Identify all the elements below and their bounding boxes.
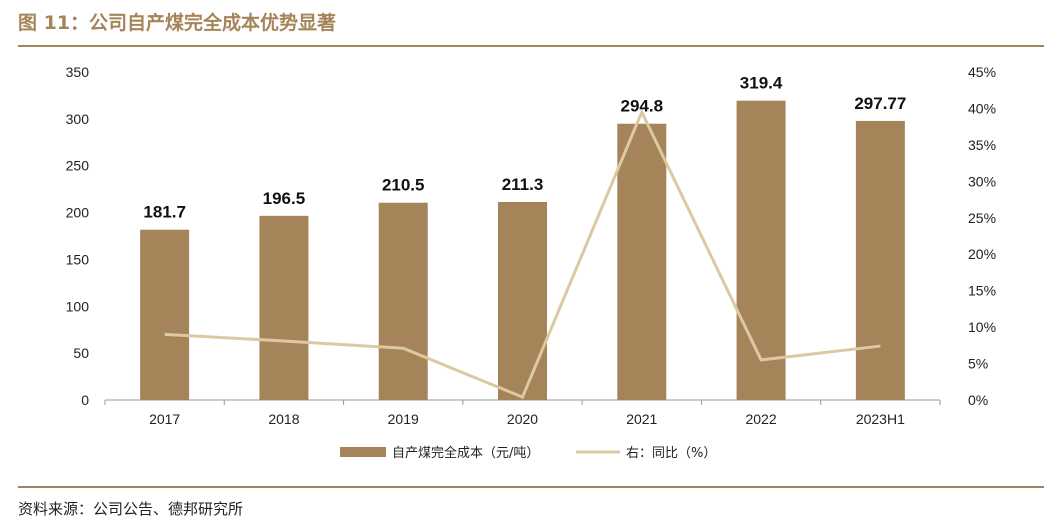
bar-data-label: 297.77 <box>854 94 906 113</box>
x-axis-tick-label: 2019 <box>388 411 419 427</box>
left-axis-tick-label: 50 <box>73 345 89 361</box>
figure-title: 图 11：公司自产煤完全成本优势显著 <box>18 12 337 34</box>
bar-data-label: 210.5 <box>382 176 425 195</box>
axes: 0 50 100 150 200 250 300 350 0% 5% 10% 15% 20% 25% 30%… <box>66 64 996 427</box>
right-axis-tick-label: 30% <box>968 173 996 189</box>
bar <box>617 123 667 400</box>
legend: 自产煤完全成本（元/吨） 右：同比（%） <box>340 445 716 461</box>
bar <box>378 202 428 400</box>
left-axis-tick-label: 250 <box>66 158 90 174</box>
bar-data-label: 196.5 <box>263 189 306 208</box>
right-axis-tick-label: 10% <box>968 319 996 335</box>
x-axis-tick-label: 2022 <box>745 411 776 427</box>
bar <box>736 100 786 400</box>
bar-data-label: 181.7 <box>143 203 186 222</box>
left-axis-tick-label: 350 <box>66 64 90 80</box>
bar-data-label: 319.4 <box>740 74 783 93</box>
x-axis-tick-label: 2017 <box>149 411 180 427</box>
x-axis-tick-label: 2021 <box>626 411 657 427</box>
right-axis-tick-label: 25% <box>968 210 996 226</box>
bar-series <box>140 100 905 401</box>
bar <box>140 229 190 400</box>
right-axis-tick-label: 35% <box>968 137 996 153</box>
left-axis-tick-label: 300 <box>66 111 90 127</box>
x-axis-tick-label: 2020 <box>507 411 538 427</box>
bar <box>259 215 309 400</box>
bar-data-label: 294.8 <box>621 97 664 116</box>
right-axis-tick-label: 40% <box>968 100 996 116</box>
data-labels: 181.7 196.5 210.5 211.3 294.8 319.4 297.77 <box>143 74 906 222</box>
source-note: 资料来源：公司公告、德邦研究所 <box>18 500 244 518</box>
title-divider <box>18 45 1044 47</box>
right-axis-tick-label: 20% <box>968 246 996 262</box>
left-axis-tick-label: 150 <box>66 251 90 267</box>
legend-bar-label: 自产煤完全成本（元/吨） <box>392 445 539 461</box>
bar-data-label: 211.3 <box>502 175 544 194</box>
x-axis-tick-label: 2018 <box>268 411 299 427</box>
x-axis-tick-label: 2023H1 <box>856 411 905 427</box>
legend-bar-swatch <box>340 447 386 457</box>
right-axis-tick-label: 15% <box>968 283 996 299</box>
source-divider <box>18 486 1044 488</box>
legend-line-label: 右：同比（%） <box>626 446 716 461</box>
right-axis-tick-label: 0% <box>968 392 988 408</box>
right-axis-tick-label: 45% <box>968 64 996 80</box>
left-axis-tick-label: 0 <box>81 392 89 408</box>
bar <box>855 120 905 401</box>
left-axis-tick-label: 100 <box>66 298 90 314</box>
bar <box>498 201 547 400</box>
right-axis-tick-label: 5% <box>968 356 988 372</box>
line-series <box>164 108 881 400</box>
left-axis-tick-label: 200 <box>66 205 90 221</box>
